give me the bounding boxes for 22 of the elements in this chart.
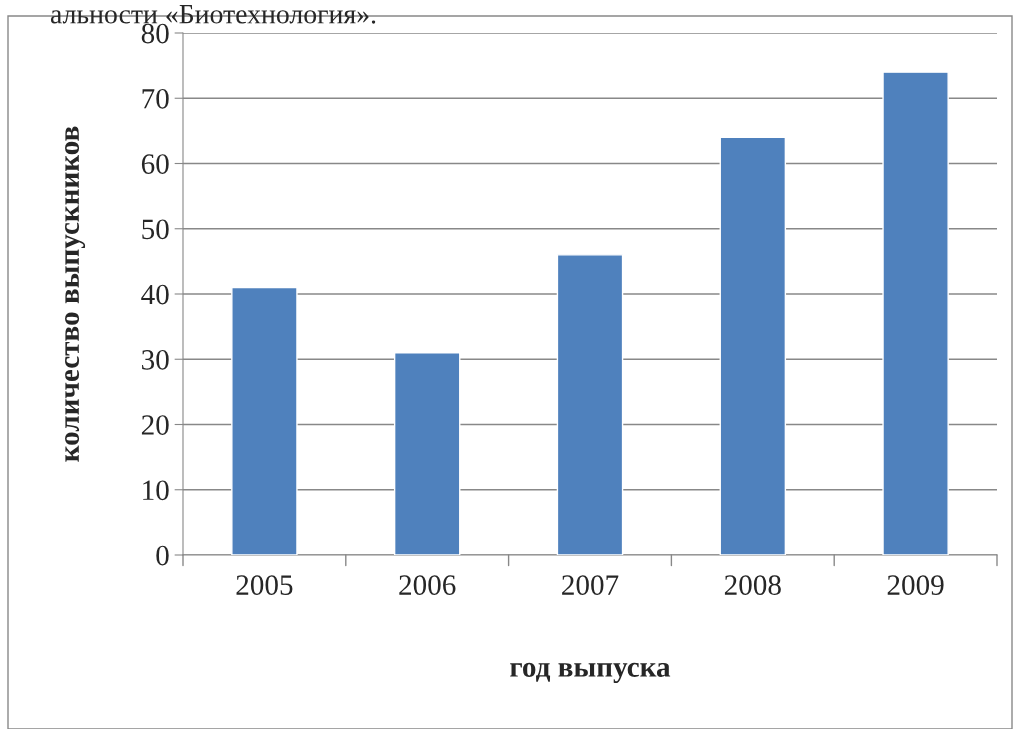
- y-tick-label: 0: [156, 545, 169, 566]
- x-tick-label: 2007: [562, 575, 619, 595]
- bar: [719, 136, 787, 555]
- x-tick-label: 2009: [887, 575, 944, 595]
- x-tick-label: 2008: [724, 575, 781, 595]
- x-tick-label: 2006: [399, 575, 456, 595]
- y-tick-label: 30: [142, 349, 169, 370]
- x-axis-title: год выпуска: [510, 662, 671, 683]
- bar: [393, 352, 461, 555]
- x-tick-label: 2005: [236, 575, 293, 595]
- bar: [882, 71, 949, 555]
- y-tick-label: 80: [141, 23, 169, 44]
- y-tick-label: 10: [143, 480, 169, 501]
- y-tick-label: 40: [141, 284, 169, 305]
- y-axis-title: количество выпускников: [65, 126, 86, 462]
- y-tick-label: 60: [141, 154, 169, 174]
- y-tick-label: 20: [141, 415, 169, 435]
- text: альности «Биотехнология».: [50, 5, 376, 24]
- bar: [231, 286, 298, 555]
- bar: [556, 254, 624, 555]
- y-tick-label: 50: [142, 219, 169, 240]
- y-tick-label: 70: [142, 88, 169, 109]
